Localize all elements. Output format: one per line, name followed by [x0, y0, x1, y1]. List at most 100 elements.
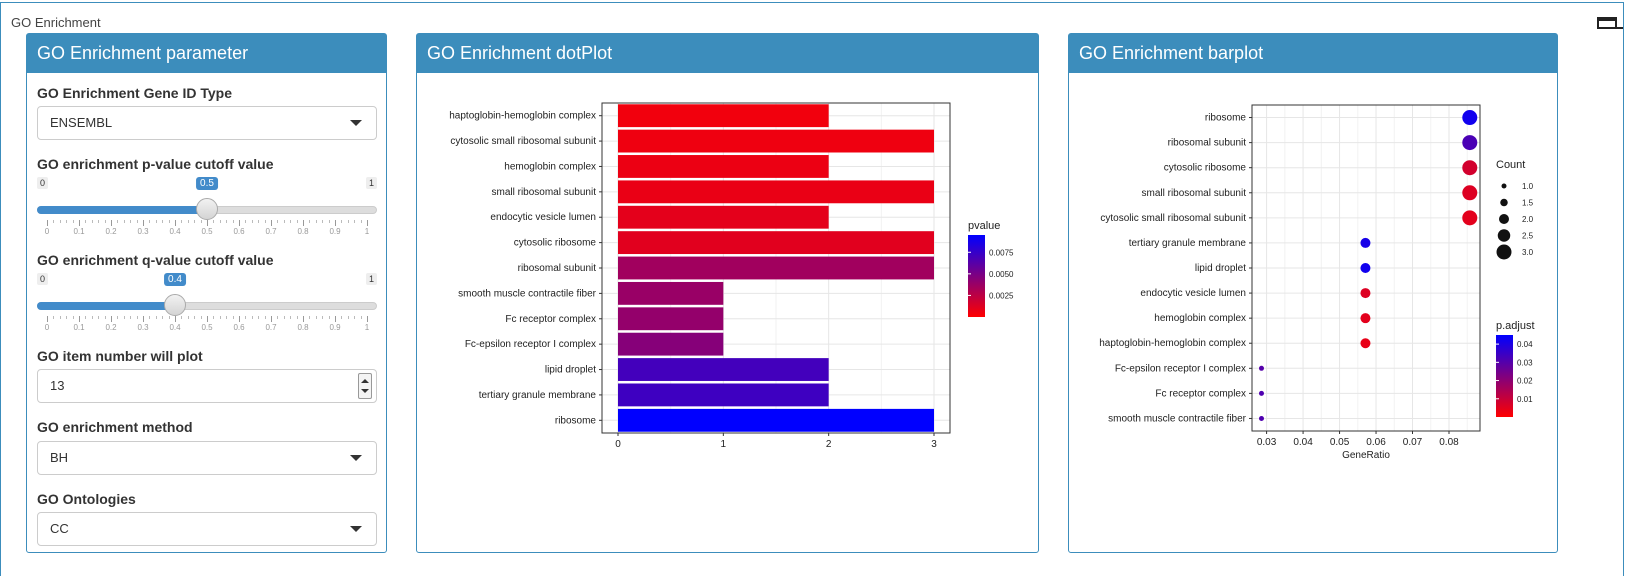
category-label: smooth muscle contractile fiber: [458, 288, 597, 299]
ontologies-label: GO Ontologies: [37, 491, 136, 507]
category-label: lipid droplet: [1195, 263, 1246, 274]
slider-tick: [251, 316, 253, 319]
slider-tick: [98, 316, 100, 319]
number-stepper[interactable]: [358, 373, 372, 399]
x-tick-label: 0.07: [1403, 437, 1423, 448]
slider-tick-label: 0: [44, 323, 50, 332]
slider-tick: [85, 220, 87, 223]
category-label: endocytic vesicle lumen: [490, 212, 596, 223]
x-tick-label: 0.04: [1293, 437, 1313, 448]
item-number-input[interactable]: 13: [37, 369, 377, 403]
legend-tick-label: 0.0050: [989, 270, 1014, 279]
slider-tick-label: 0.7: [265, 227, 277, 236]
slider-tick: [264, 316, 266, 319]
slider-tick: [239, 220, 240, 226]
data-point: [1462, 160, 1478, 176]
slider-tick: [79, 220, 80, 226]
slider-tick: [245, 220, 247, 223]
maximize-icon[interactable]: [1597, 17, 1623, 29]
slider-tick: [347, 316, 349, 319]
slider-tick-label: 0.6: [233, 227, 245, 236]
pvalue-slider-value: 0.5: [196, 177, 218, 190]
dotplot-panel: GO Enrichment dotPlot haptoglobin-hemogl…: [416, 33, 1039, 553]
dotplot-panel-header: GO Enrichment dotPlot: [417, 34, 1038, 73]
slider-tick: [149, 220, 151, 223]
legend-tick-label: 0.02: [1517, 377, 1533, 386]
slider-tick-label: 0.2: [105, 323, 117, 332]
category-label: Fc-epsilon receptor I complex: [1115, 363, 1246, 374]
x-tick-label: 0.06: [1366, 437, 1386, 448]
pvalue-slider-handle[interactable]: [196, 198, 218, 220]
x-tick-label: 0.03: [1257, 437, 1277, 448]
x-tick-label: 3: [931, 439, 937, 450]
bar: [618, 408, 934, 432]
qvalue-slider-min: 0: [37, 273, 49, 285]
slider-tick: [200, 316, 202, 319]
slider-tick: [303, 316, 304, 322]
slider-tick-label: 0.8: [297, 227, 309, 236]
plot-border: [1251, 104, 1481, 432]
pvalue-slider-min: 0: [37, 177, 49, 189]
slider-tick: [175, 220, 176, 226]
data-point: [1360, 338, 1371, 349]
slider-tick: [123, 220, 125, 223]
bar: [618, 231, 934, 255]
method-label: GO enrichment method: [37, 419, 193, 435]
pvalue-slider[interactable]: 0 1 0.5 0 0.1 0.2 0.3 0.4 0.5 0.6 0.7 0.8 0.9 1: [37, 177, 377, 237]
x-tick-label: 1: [721, 439, 727, 450]
category-label: tertiary granule membrane: [1129, 238, 1247, 249]
slider-tick: [309, 316, 311, 319]
slider-tick: [226, 220, 228, 223]
bar: [618, 129, 934, 153]
barplot-panel: GO Enrichment barplot ribosome ribosomal …: [1068, 33, 1558, 553]
legend-count-dot: [1496, 244, 1512, 260]
slider-tick: [271, 316, 272, 322]
slider-tick: [245, 316, 247, 319]
gene-id-type-value: ENSEMBL: [50, 115, 113, 130]
data-point: [1462, 210, 1478, 226]
category-label: smooth muscle contractile fiber: [1108, 413, 1247, 424]
slider-tick: [136, 316, 138, 319]
slider-tick: [162, 220, 164, 223]
bar: [618, 281, 724, 305]
slider-tick: [277, 316, 279, 319]
section-title: GO Enrichment: [11, 15, 101, 30]
method-select[interactable]: BH: [37, 441, 377, 475]
category-label: cytosolic ribosome: [514, 238, 597, 249]
slider-tick: [315, 316, 317, 319]
legend-count-dot: [1501, 183, 1507, 189]
slider-tick: [111, 220, 112, 226]
item-number-label: GO item number will plot: [37, 348, 203, 364]
slider-tick: [251, 220, 253, 223]
slider-tick-label: 0.9: [329, 227, 341, 236]
qvalue-slider[interactable]: 0 1 0.4 0 0.1 0.2 0.3 0.4 0.5 0.6 0.7 0.8 0.9 1: [37, 273, 377, 333]
slider-tick-label: 0.6: [233, 323, 245, 332]
qvalue-slider-handle[interactable]: [164, 294, 186, 316]
stepper-up-icon[interactable]: [361, 379, 369, 383]
bar: [618, 332, 724, 356]
qvalue-label: GO enrichment q-value cutoff value: [37, 252, 274, 268]
slider-tick: [91, 220, 93, 223]
ontologies-select[interactable]: CC: [37, 512, 377, 546]
slider-tick: [283, 220, 285, 223]
pvalue-slider-max: 1: [365, 177, 377, 189]
category-label: tertiary granule membrane: [479, 390, 597, 401]
slider-tick: [360, 316, 362, 319]
slider-tick: [130, 316, 132, 319]
barplot-panel-header: GO Enrichment barplot: [1069, 34, 1557, 73]
slider-tick: [258, 316, 260, 319]
slider-tick-label: 0.2: [105, 227, 117, 236]
legend-count-title: Count: [1496, 159, 1525, 171]
slider-tick: [271, 220, 272, 226]
dotplot-panel-body: haptoglobin-hemoglobin complex cytosolic …: [417, 73, 1038, 548]
slider-tick: [149, 316, 151, 319]
slider-tick: [277, 220, 279, 223]
param-panel-header: GO Enrichment parameter: [27, 34, 386, 73]
gene-id-type-select[interactable]: ENSEMBL: [37, 106, 377, 140]
legend-title: pvalue: [968, 220, 1000, 232]
gene-id-type-label: GO Enrichment Gene ID Type: [37, 85, 233, 101]
stepper-down-icon[interactable]: [361, 389, 369, 393]
slider-tick-label: 0.4: [169, 227, 181, 236]
category-label: ribosome: [555, 415, 597, 426]
chevron-down-icon: [350, 120, 362, 126]
